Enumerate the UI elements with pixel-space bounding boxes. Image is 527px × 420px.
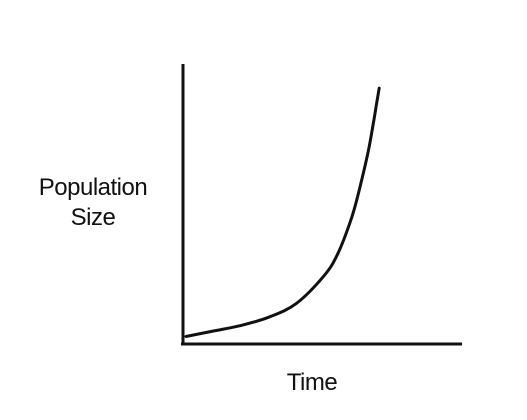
- population-growth-curve: [184, 86, 381, 338]
- y-axis-label: Population Size: [18, 173, 168, 233]
- x-axis-label: Time: [286, 369, 338, 396]
- y-axis-label-line-1: Population: [38, 174, 148, 201]
- y-axis-label-line-2: Size: [70, 204, 116, 231]
